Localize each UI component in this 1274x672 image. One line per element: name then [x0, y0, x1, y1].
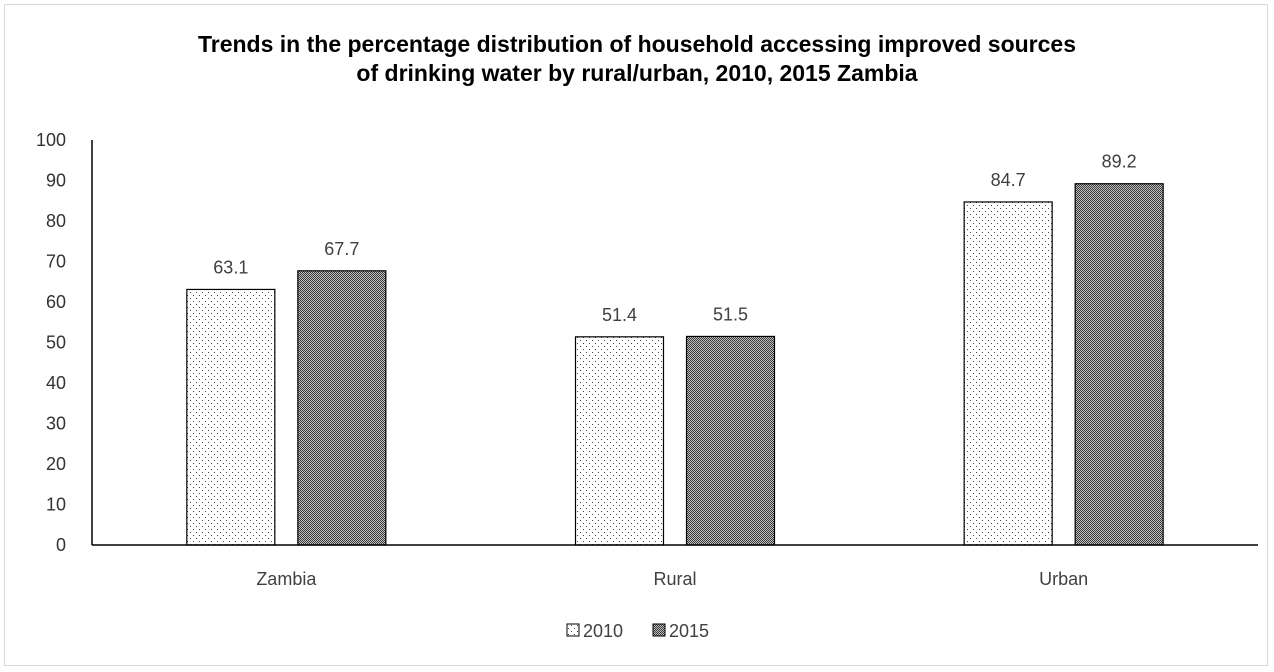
data-label: 67.7 [324, 239, 359, 259]
data-label: 51.4 [602, 305, 637, 325]
y-tick-label: 40 [46, 373, 66, 393]
legend-label: 2015 [669, 621, 709, 641]
y-axis: 0 10 20 30 40 50 60 70 80 90 100 [36, 130, 66, 555]
y-tick-label: 0 [56, 535, 66, 555]
y-tick-label: 90 [46, 171, 66, 191]
x-tick-label: Zambia [256, 569, 317, 589]
y-tick-label: 100 [36, 130, 66, 150]
x-tick-label: Urban [1039, 569, 1088, 589]
chart-title-line-2: of drinking water by rural/urban, 2010, … [356, 60, 918, 86]
legend-swatch-2010 [566, 623, 580, 637]
legend: 2010 2015 [566, 621, 709, 641]
data-labels-group: 63.1 67.7 51.4 51.5 84.7 89.2 [213, 152, 1136, 325]
bar-urban-2015 [1074, 183, 1164, 546]
bars-group [186, 183, 1164, 546]
y-tick-label: 50 [46, 333, 66, 353]
data-label: 84.7 [991, 170, 1026, 190]
y-tick-label: 60 [46, 292, 66, 312]
x-tick-label: Rural [653, 569, 696, 589]
y-tick-label: 10 [46, 495, 66, 515]
legend-label: 2010 [583, 621, 623, 641]
legend-swatch-2015 [652, 623, 666, 637]
bar-zambia-2015 [297, 270, 387, 546]
chart-title: Trends in the percentage distribution of… [0, 30, 1274, 88]
y-tick-label: 70 [46, 252, 66, 272]
bar-urban-2010 [963, 201, 1053, 546]
y-tick-label: 30 [46, 414, 66, 434]
data-label: 63.1 [213, 257, 248, 277]
data-label: 89.2 [1102, 152, 1137, 172]
x-axis: Zambia Rural Urban [256, 569, 1088, 589]
y-tick-label: 80 [46, 211, 66, 231]
y-tick-label: 20 [46, 454, 66, 474]
bar-rural-2015 [685, 335, 776, 546]
data-label: 51.5 [713, 304, 748, 324]
chart-title-line-1: Trends in the percentage distribution of… [197, 31, 1076, 57]
bar-rural-2010 [574, 336, 665, 546]
bar-zambia-2010 [186, 288, 276, 546]
